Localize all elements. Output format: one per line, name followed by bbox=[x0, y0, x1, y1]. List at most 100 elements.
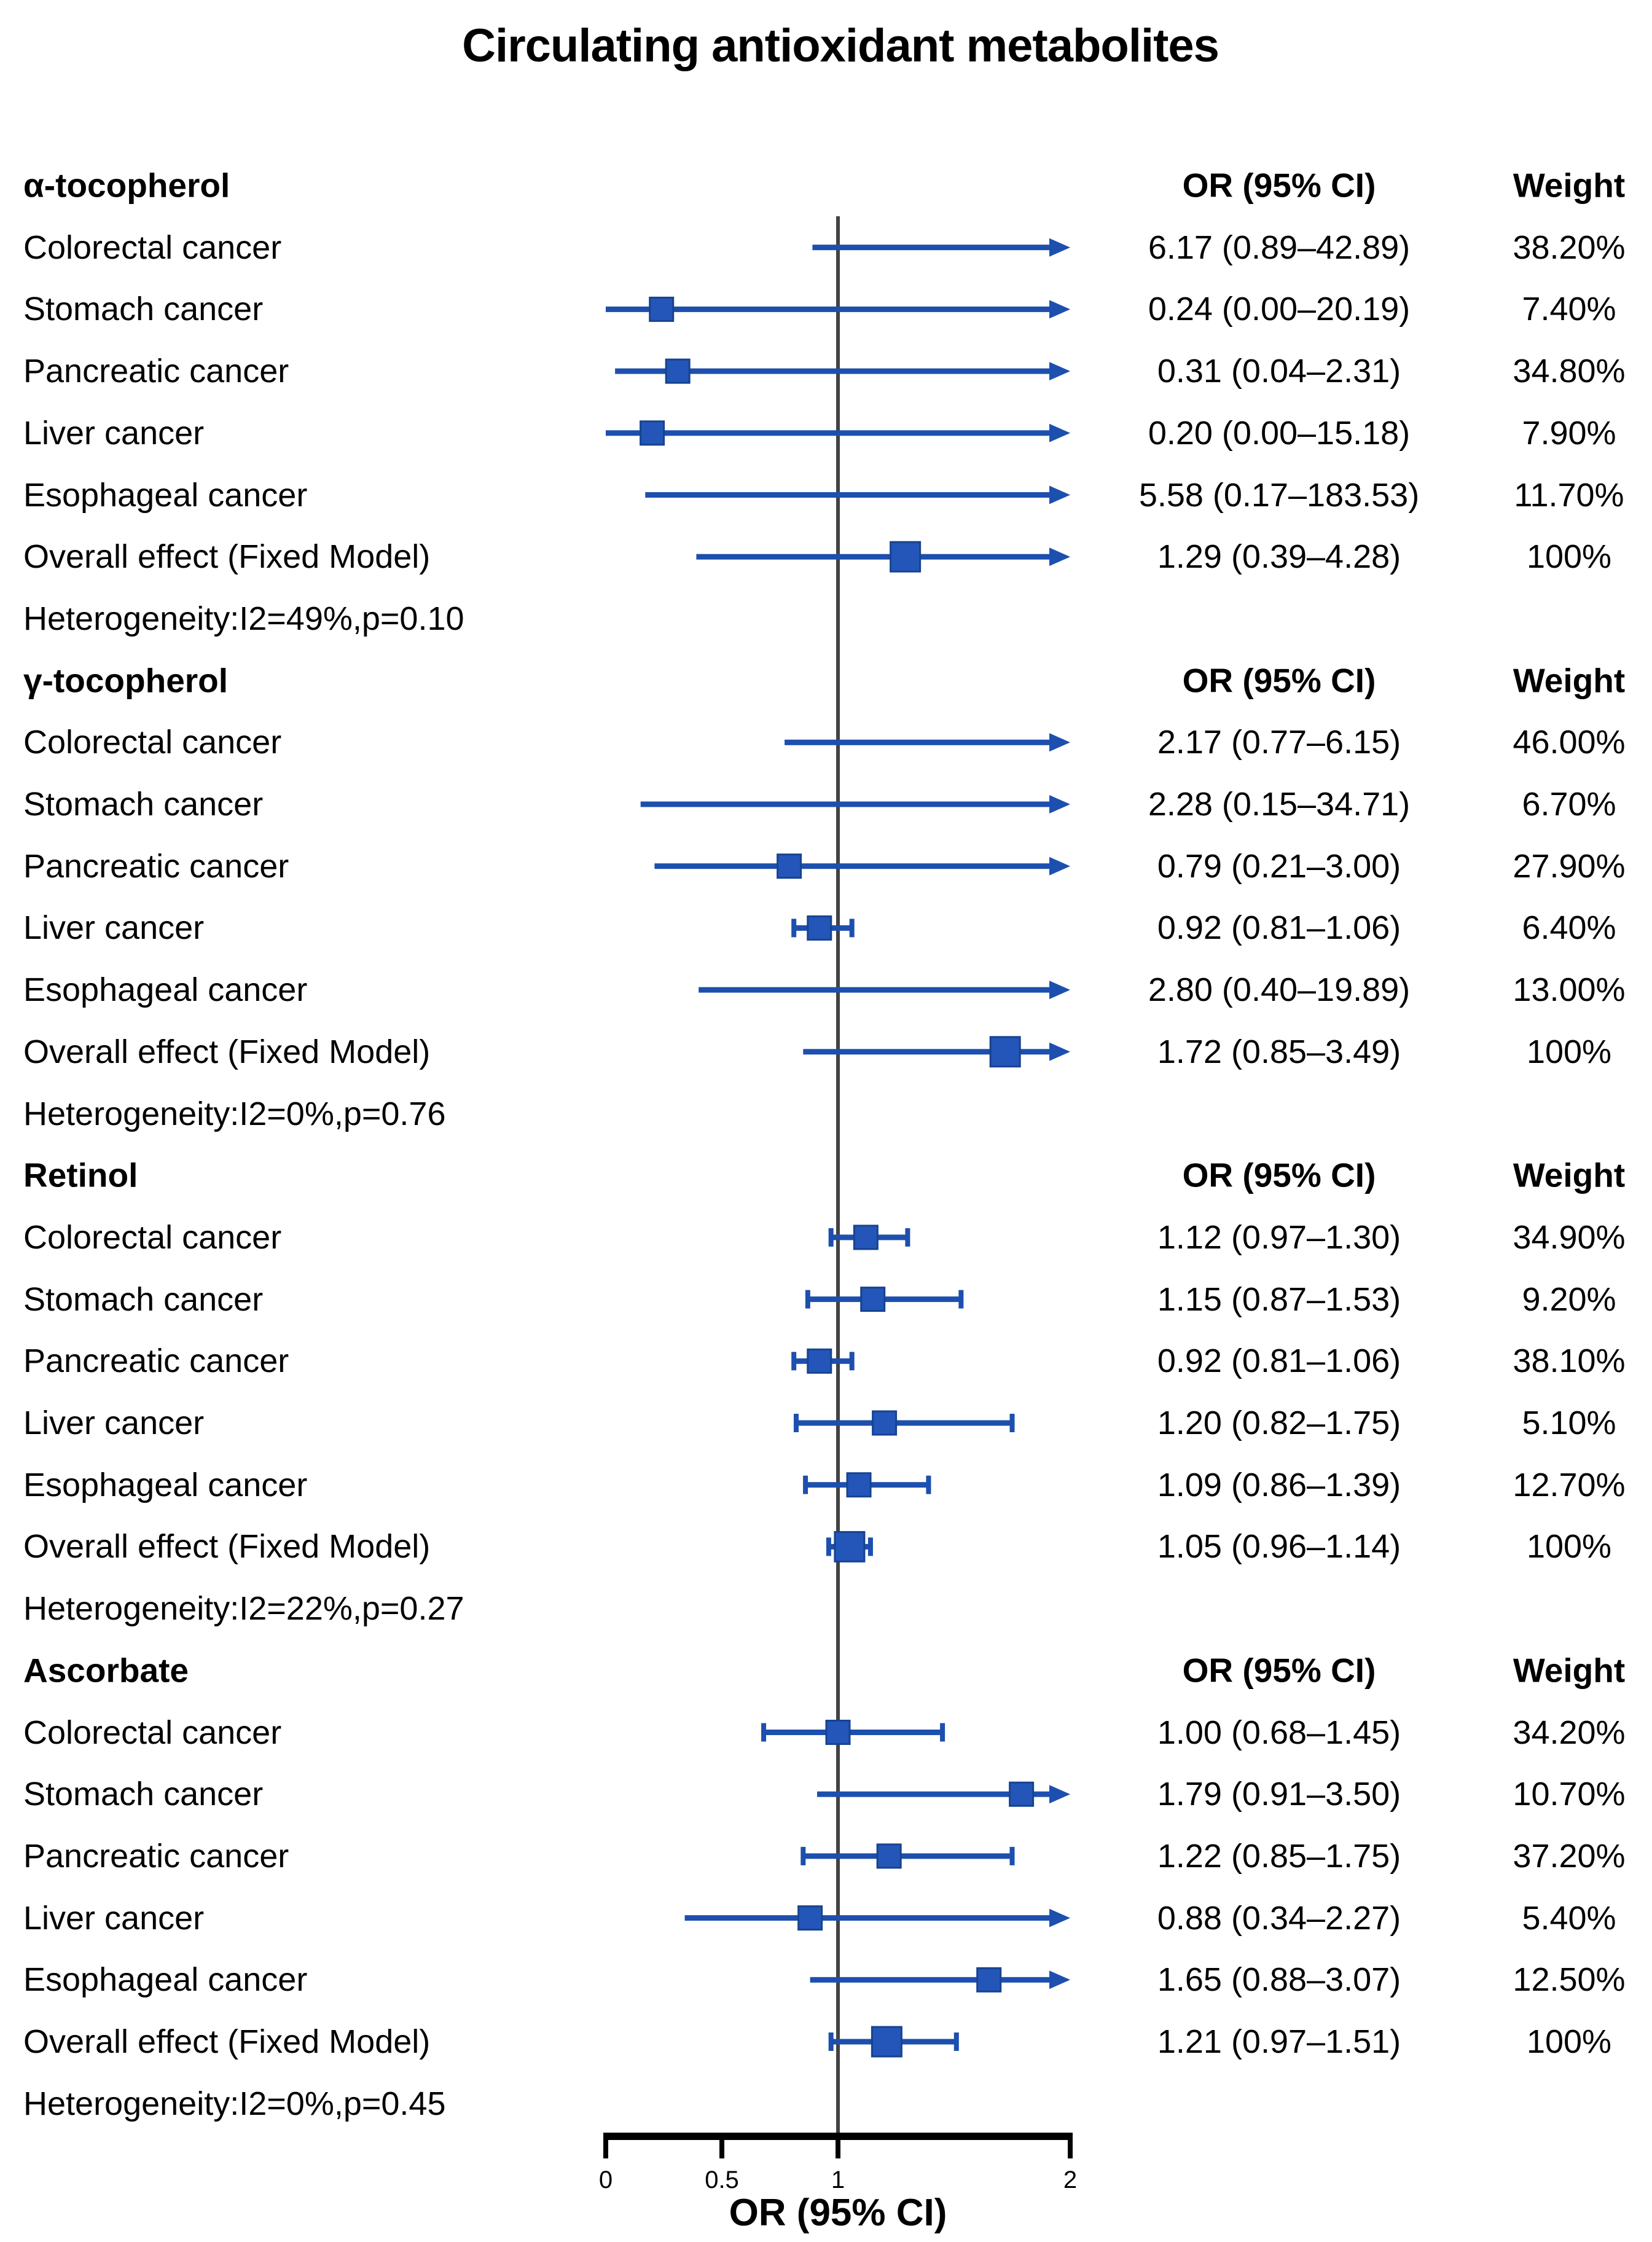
weight-value: 6.70% bbox=[1522, 786, 1616, 823]
ci-line bbox=[615, 368, 1052, 374]
x-axis-tick bbox=[603, 2133, 608, 2158]
or-value: 1.21 (0.97–1.51) bbox=[1157, 2023, 1401, 2060]
ci-arrow-right bbox=[1049, 362, 1070, 381]
heterogeneity-text: Heterogeneity:I2=0%,p=0.45 bbox=[23, 2085, 446, 2122]
row-label: Esophageal cancer bbox=[23, 1961, 308, 1999]
ci-line bbox=[699, 987, 1052, 993]
ci-cap-left bbox=[828, 1228, 834, 1247]
effect-square bbox=[871, 2026, 902, 2058]
or-value: 1.09 (0.86–1.39) bbox=[1157, 1466, 1401, 1503]
or-value: 1.20 (0.82–1.75) bbox=[1157, 1405, 1401, 1441]
x-axis-tick bbox=[719, 2133, 724, 2158]
row-label: Esophageal cancer bbox=[23, 971, 308, 1009]
weight-value: 100% bbox=[1526, 1528, 1612, 1566]
ci-cap-left bbox=[791, 1352, 797, 1371]
ci-line bbox=[684, 1915, 1052, 1921]
effect-square bbox=[807, 915, 832, 941]
ci-line bbox=[803, 1049, 1052, 1055]
or-value: 6.17 (0.89–42.89) bbox=[1148, 229, 1411, 266]
effect-square bbox=[825, 1720, 851, 1745]
weight-value: 7.40% bbox=[1522, 291, 1616, 328]
effect-square bbox=[649, 296, 675, 322]
weight-value: 12.50% bbox=[1513, 1961, 1626, 1999]
row-label: Pancreatic cancer bbox=[23, 1342, 289, 1380]
weight-value: 13.00% bbox=[1513, 971, 1626, 1009]
weight-value: 34.90% bbox=[1513, 1218, 1626, 1256]
or-value: 5.58 (0.17–183.53) bbox=[1138, 476, 1420, 514]
ci-line bbox=[764, 1730, 943, 1735]
reference-line bbox=[836, 216, 840, 2136]
ci-line bbox=[816, 1791, 1052, 1797]
effect-square bbox=[797, 1905, 823, 1931]
ci-line bbox=[796, 1420, 1012, 1426]
weight-value: 10.70% bbox=[1513, 1776, 1626, 1813]
section-header: Ascorbate bbox=[23, 1651, 189, 1690]
or-value: 0.31 (0.04–2.31) bbox=[1157, 353, 1401, 390]
ci-arrow-right bbox=[1049, 981, 1070, 1000]
figure-title: Circulating antioxidant metabolites bbox=[462, 20, 1219, 72]
row-label: Overall effect (Fixed Model) bbox=[23, 2023, 431, 2060]
or-value: 1.05 (0.96–1.14) bbox=[1157, 1528, 1401, 1566]
weight-value: 34.20% bbox=[1513, 1714, 1626, 1751]
row-label: Liver cancer bbox=[23, 1405, 205, 1441]
ci-line bbox=[645, 492, 1052, 498]
ci-cap-right bbox=[926, 1475, 931, 1494]
or-value: 1.12 (0.97–1.30) bbox=[1157, 1218, 1401, 1256]
row-label: Overall effect (Fixed Model) bbox=[23, 538, 431, 576]
ci-cap-right bbox=[849, 1352, 855, 1371]
or-value: 1.72 (0.85–3.49) bbox=[1157, 1033, 1401, 1070]
row-label: Colorectal cancer bbox=[23, 1218, 282, 1256]
or-column-header: OR (95% CI) bbox=[1182, 1156, 1376, 1194]
effect-square bbox=[890, 541, 922, 573]
ci-arrow-right bbox=[1049, 856, 1070, 876]
ci-arrow-right bbox=[1049, 300, 1070, 319]
effect-square bbox=[976, 1967, 1002, 1993]
weight-value: 37.20% bbox=[1513, 1837, 1626, 1875]
ci-line bbox=[640, 801, 1052, 807]
ci-cap-right bbox=[953, 2032, 959, 2051]
effect-square bbox=[777, 853, 802, 879]
ci-line bbox=[785, 739, 1052, 745]
x-axis-tick bbox=[1068, 2133, 1073, 2158]
ci-cap-right bbox=[1009, 1414, 1015, 1432]
ci-cap-left bbox=[791, 919, 797, 938]
ci-cap-left bbox=[828, 2032, 834, 2051]
ci-line bbox=[803, 1853, 1012, 1859]
weight-value: 34.80% bbox=[1513, 353, 1626, 390]
or-value: 2.80 (0.40–19.89) bbox=[1148, 971, 1411, 1009]
ci-cap-right bbox=[1009, 1846, 1015, 1865]
weight-value: 5.40% bbox=[1522, 1899, 1616, 1937]
row-label: Pancreatic cancer bbox=[23, 1837, 289, 1875]
x-tick-label: 2 bbox=[1063, 2166, 1078, 2193]
x-axis-tick bbox=[836, 2133, 840, 2158]
row-label: Liver cancer bbox=[23, 414, 205, 452]
heterogeneity-text: Heterogeneity:I2=22%,p=0.27 bbox=[23, 1590, 464, 1628]
row-label: Stomach cancer bbox=[23, 291, 264, 328]
ci-cap-left bbox=[803, 1475, 808, 1494]
or-value: 0.88 (0.34–2.27) bbox=[1157, 1899, 1401, 1937]
heterogeneity-text: Heterogeneity:I2=49%,p=0.10 bbox=[23, 600, 464, 637]
weight-value: 11.70% bbox=[1514, 476, 1624, 514]
heterogeneity-text: Heterogeneity:I2=0%,p=0.76 bbox=[23, 1095, 446, 1132]
or-value: 1.00 (0.68–1.45) bbox=[1157, 1714, 1401, 1751]
effect-square bbox=[1009, 1781, 1035, 1807]
ci-arrow-right bbox=[1049, 1970, 1070, 1989]
weight-value: 100% bbox=[1526, 538, 1612, 576]
weight-value: 100% bbox=[1526, 1033, 1612, 1070]
row-label: Colorectal cancer bbox=[23, 229, 282, 266]
ci-line bbox=[606, 430, 1052, 436]
effect-square bbox=[807, 1348, 832, 1374]
ci-line bbox=[606, 306, 1052, 312]
effect-square bbox=[860, 1287, 886, 1312]
section-header: γ-tocopherol bbox=[23, 661, 229, 700]
or-value: 1.79 (0.91–3.50) bbox=[1157, 1776, 1401, 1813]
or-column-header: OR (95% CI) bbox=[1182, 1651, 1376, 1690]
ci-arrow-right bbox=[1049, 1042, 1070, 1061]
row-label: Esophageal cancer bbox=[23, 1466, 308, 1503]
effect-square bbox=[665, 358, 691, 384]
effect-square bbox=[834, 1531, 866, 1562]
weight-value: 6.40% bbox=[1522, 909, 1616, 947]
or-value: 2.17 (0.77–6.15) bbox=[1157, 724, 1401, 761]
